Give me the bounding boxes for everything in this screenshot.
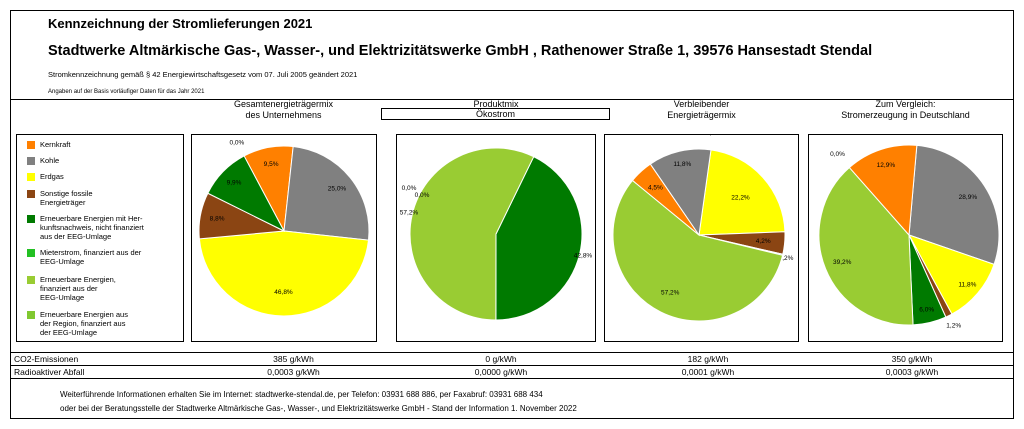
pie-label-mieterstrom: 0,0% [830,151,845,158]
waste-value: 0,0003 g/kWh [191,365,396,379]
pie-label-ee_herkunft: 6,0% [919,306,934,313]
pie-label-ee_eeg: 57,2% [661,290,680,297]
pie-label-ee_eeg: 39,2% [833,259,852,266]
pie-label-fossil: 1,2% [946,322,961,329]
table-row-waste: Radioaktiver Abfall 0,0003 g/kWh 0,0000 … [10,365,1014,379]
col-header-remaining-line2: Energieträgermix [667,110,736,120]
legend: Kernkraft Kohle Erdgas Sonstige fossile … [16,134,184,342]
pie-slice-kernkraft [848,144,918,237]
co2-value: 182 g/kWh [606,352,810,366]
pie-slice-ee_eeg [612,179,784,322]
pie-label-kohle: 11,8% [673,161,691,168]
pie-label-kernkraft: 12,9% [877,162,896,169]
waste-value: 0,0001 g/kWh [606,365,810,379]
table-row-co2: CO2-Emissionen 385 g/kWh 0 g/kWh 182 g/k… [10,352,1014,366]
pie-label-fossil: 8,8% [210,216,225,223]
pie-chart-product: 42,8% 57,2% 0,0%0,0% [400,147,593,321]
col-header-product-line1: Produktmix [473,99,519,109]
legend-swatch [27,276,35,284]
chart-panel-germany: 28,9% 11,8% 1,2% 6,0% 39,2% 0,0% 12,9% [808,134,1003,342]
waste-value: 0,0003 g/kWh [810,365,1014,379]
pie-label-mieterstrom: 0,0% [229,139,244,146]
legend-label: Sonstige fossile Energieträger [40,189,93,207]
col-header-total-line2: des Unternehmens [245,110,322,120]
pie-slice-kohle [908,144,1000,265]
col-header-germany: Zum Vergleich: Stromerzeugung in Deutsch… [808,99,1003,121]
legend-swatch [27,190,35,198]
legend-label: Mieterstrom, finanziert aus der EEG-Umla… [40,248,142,266]
pie-label-fossil: 4,2% [756,238,771,245]
legend-swatch [27,157,35,165]
legend-swatch [27,215,35,223]
pie-label-kernkraft: 4,5% [648,185,663,192]
waste-value: 0,0000 g/kWh [396,365,606,379]
legend-label: Erdgas [40,172,64,181]
pie-label-ee_herkunft: 0,2% [779,255,794,262]
pie-label-kernkraft: 9,5% [264,161,279,168]
pie-slice-erdgas [907,234,995,315]
co2-value: 385 g/kWh [191,352,396,366]
pie-slice-erdgas [198,230,370,317]
co2-value: 350 g/kWh [810,352,1014,366]
legal-note: Stromkennzeichnung gemäß § 42 Energiewir… [48,70,358,79]
pie-label-erdgas: 22,2% [731,195,750,202]
pie-label-kohle: 28,9% [959,194,978,201]
label-frame [10,10,1014,419]
col-header-total-line1: Gesamtenergieträgermix [233,99,334,109]
pie-slice-ee_eeg [818,166,914,326]
chart-panel-product: 42,8% 57,2% 0,0% 0,0% [396,134,596,342]
col-header-remaining: Verbleibender Energieträgermix [604,99,799,121]
col-header-germany-line2: Stromerzeugung in Deutschland [841,110,970,120]
pie-slice-ee_herkunft [207,155,286,233]
pie-slice-erdgas [698,149,786,236]
legend-swatch [27,311,35,319]
chart-panel-total: 9,5% 25,0% 46,8% 8,8% 9,9% 0,0% [191,134,377,342]
pie-label-ee_herkunft: 42,8% [574,253,593,260]
waste-label: Radioaktiver Abfall [10,365,191,379]
chart-panel-remaining: 22,2% 4,2% 0,2% 57,2% 4,5% 11,8% 0,0% [604,130,799,342]
legend-label: Erneuerbare Energien aus der Region, fin… [40,310,128,337]
basis-note: Angaben auf der Basis vorläufiger Daten … [48,89,205,95]
pie-chart-remaining: 22,2% 4,2% 0,2% 57,2% 4,5% 11,8% 0,0% [612,130,794,322]
company-name: Stadtwerke Altmärkische Gas-, Wasser-, u… [48,43,873,59]
pie-chart-germany: 28,9% 11,8% 1,2% 6,0% 39,2% 0,0% 12,9% [818,144,1000,329]
legend-label: Kohle [40,156,60,165]
pie-slice-ee_eeg [409,147,535,321]
legend-swatch [27,173,35,181]
footer-line-2: oder bei der Beratungsstelle der Stadtwe… [60,404,577,413]
legend-swatch [27,141,35,149]
pie-label-mieterstrom: 0,0% [706,135,721,137]
pie-label-ee_herkunft: 9,9% [227,179,242,186]
legend-label: Erneuerbare Energien, finanziert aus der… [40,275,116,302]
product-name-box: Ökostrom [381,108,610,120]
pie-label-ee_eeg: 57,2% [400,209,419,216]
pie-chart-total: 9,5% 25,0% 46,8% 8,8% 9,9% 0,0% [198,139,370,317]
col-header-product-line2: Ökostrom [475,109,515,119]
col-header-germany-line1: Zum Vergleich: [875,99,936,109]
pie-label-erdgas: 46,8% [274,289,293,296]
co2-value: 0 g/kWh [396,352,606,366]
col-header-remaining-line1: Verbleibender [673,99,730,109]
page-title: Kennzeichnung der Stromlieferungen 2021 [48,16,313,31]
col-header-product: Produktmix [396,99,596,110]
pie-label-erdgas: 11,8% [958,282,976,289]
footer-line-1: Weiterführende Informationen erhalten Si… [60,390,543,399]
legend-label: Erneuerbare Energien mit Her- kunftsnach… [40,214,144,241]
pie-slice-kohle [649,148,712,237]
pie-slice-ee_herkunft [495,156,583,321]
pie-label-kernkraft: 0,0% [415,192,430,199]
co2-label: CO2-Emissionen [10,352,191,366]
legend-label: Kernkraft [40,140,71,149]
pie-label-mieterstrom: 0,0% [402,185,417,192]
emission-table: CO2-Emissionen 385 g/kWh 0 g/kWh 182 g/k… [10,352,1014,379]
col-header-total: Gesamtenergieträgermix des Unternehmens [191,99,376,121]
header-divider [10,99,1014,100]
pie-slice-kohle [283,145,370,241]
pie-label-kohle: 25,0% [328,185,347,192]
legend-swatch [27,249,35,257]
